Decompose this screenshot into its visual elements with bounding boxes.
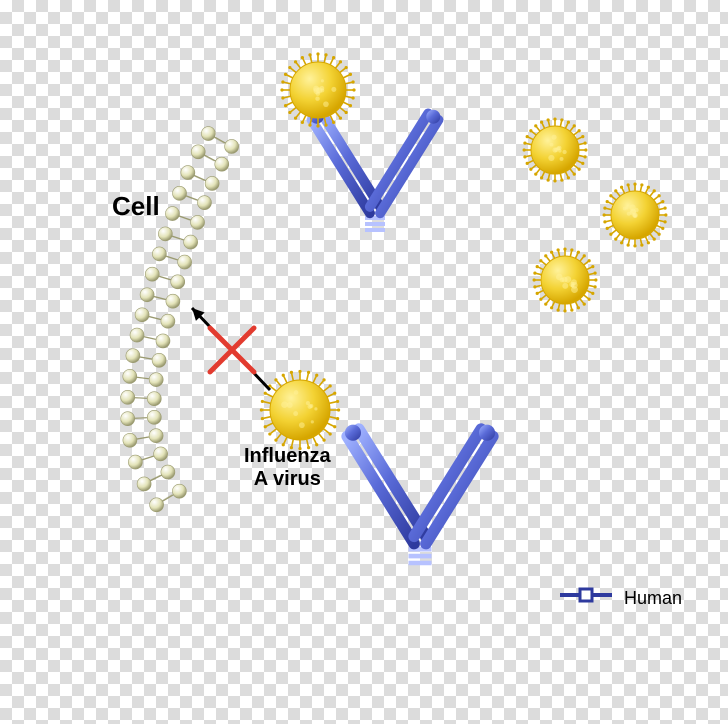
virus-particle-5 — [260, 370, 340, 450]
virus-particle-2 — [523, 118, 588, 183]
virus-particle-3 — [603, 183, 668, 248]
antibody-1 — [310, 110, 441, 330]
virus-particle-1 — [280, 52, 355, 127]
legend-label-human: Human — [624, 588, 682, 609]
legend-human-antibody-icon — [560, 589, 612, 601]
label-cell: Cell — [112, 192, 160, 222]
diagram-svg — [0, 0, 728, 724]
label-influenza-a-virus: Influenza A virus — [244, 445, 331, 491]
cell-membrane — [121, 127, 239, 512]
antibody-2 — [345, 425, 495, 678]
block-x-icon — [210, 328, 254, 372]
virus-particle-4 — [533, 248, 598, 313]
